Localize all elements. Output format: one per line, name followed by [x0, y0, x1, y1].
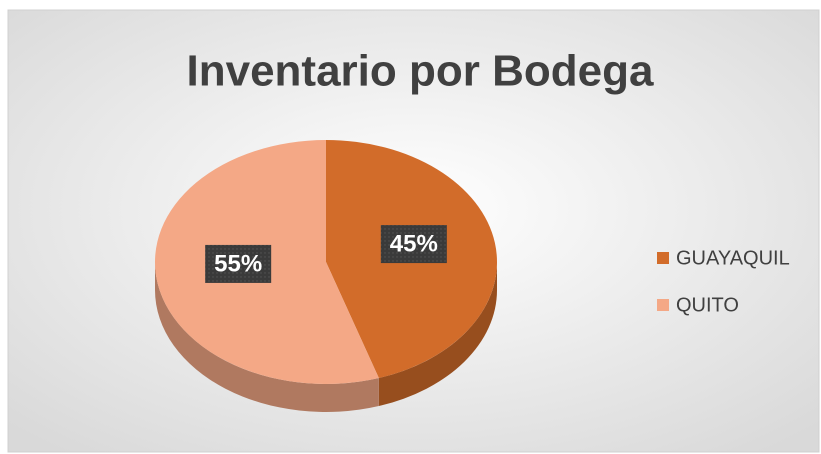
data-label-box [205, 244, 272, 283]
legend-swatch [657, 299, 669, 311]
data-label-box [380, 225, 447, 264]
legend-swatch [657, 252, 669, 264]
pie: 45% 55% [154, 140, 497, 412]
legend: GUAYAQUIL QUITO [657, 247, 790, 316]
data-label: 45% [390, 230, 438, 257]
pie-slice-side [155, 262, 379, 412]
legend-label: GUAYAQUIL [676, 247, 790, 269]
legend-label: QUITO [676, 294, 739, 316]
chart-title: Inventario por Bodega [187, 47, 654, 96]
data-label: 55% [214, 250, 262, 277]
pie-slice-side [378, 262, 497, 407]
